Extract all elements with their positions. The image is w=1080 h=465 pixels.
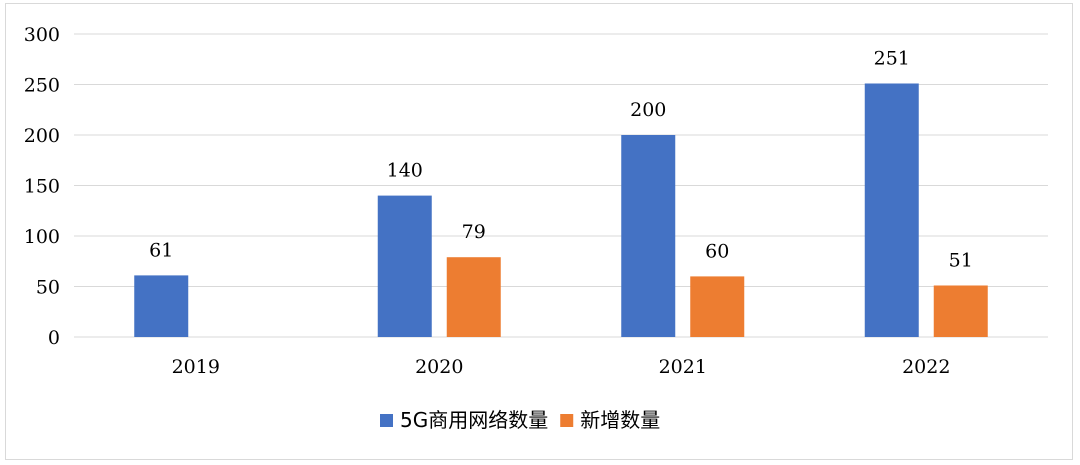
x-tick-label: 2019 xyxy=(172,356,220,378)
y-tick-label: 250 xyxy=(24,75,60,97)
y-tick-label: 300 xyxy=(24,24,60,46)
y-tick-label: 200 xyxy=(24,125,60,147)
bar-2020-series-0 xyxy=(377,195,432,337)
data-label: 251 xyxy=(874,47,910,69)
legend-swatch-1 xyxy=(560,414,574,427)
y-tick-label: 0 xyxy=(48,327,60,349)
data-label: 51 xyxy=(949,249,973,271)
data-label: 200 xyxy=(630,99,666,121)
bar-2022-series-1 xyxy=(933,285,988,337)
x-tick-label: 2021 xyxy=(659,356,707,378)
legend: 5G商用网络数量 新增数量 xyxy=(380,408,660,432)
data-label: 61 xyxy=(149,239,173,261)
x-tick-label: 2020 xyxy=(415,356,463,378)
bar-2021-series-1 xyxy=(690,276,745,337)
data-labels: 61 140 79 200 60 251 51 xyxy=(149,47,973,271)
bar-2022-series-0 xyxy=(864,83,919,338)
y-axis: 0 50 100 150 200 250 300 xyxy=(24,24,60,349)
y-tick-label: 100 xyxy=(24,226,60,248)
bars xyxy=(134,83,988,338)
data-label: 140 xyxy=(387,160,423,182)
y-tick-label: 50 xyxy=(36,277,60,299)
data-label: 79 xyxy=(462,221,486,243)
bar-2020-series-1 xyxy=(446,257,501,337)
x-tick-label: 2022 xyxy=(902,356,950,378)
x-axis: 2019 2020 2021 2022 xyxy=(172,356,951,378)
legend-label-0: 5G商用网络数量 xyxy=(400,408,548,432)
y-tick-label: 150 xyxy=(24,176,60,198)
legend-swatch-0 xyxy=(380,414,393,427)
legend-label-1: 新增数量 xyxy=(580,408,660,432)
data-label: 60 xyxy=(705,240,729,262)
bar-2019-series-0 xyxy=(134,275,189,337)
bar-2021-series-0 xyxy=(621,135,676,337)
